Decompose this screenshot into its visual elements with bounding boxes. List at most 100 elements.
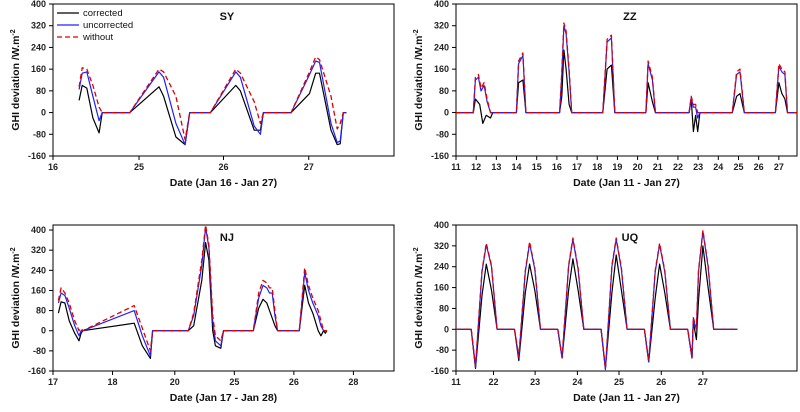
series-line-corrected (456, 245, 738, 369)
panel-zz: -160 -80 0 80 160 240 320 400 11 12 13 14 15 16 17 18 19… (413, 0, 798, 189)
y-axis-label-superscript: -2 (10, 247, 17, 253)
series-line-uncorrected (456, 230, 738, 371)
y-tick-label: 240 (31, 265, 46, 275)
y-axis-label-superscript: -2 (413, 29, 420, 35)
x-tick-label: 19 (612, 162, 622, 172)
x-tick-label: 11 (451, 377, 461, 387)
x-tick-label: 25 (733, 162, 743, 172)
y-tick-label: 320 (434, 241, 449, 251)
y-tick-label: 160 (434, 64, 449, 74)
series-line-uncorrected (57, 226, 327, 357)
y-tick-label: 80 (439, 86, 449, 96)
y-tick-label: 400 (31, 0, 46, 9)
x-tick-label: 17 (572, 162, 582, 172)
x-tick-label: 13 (491, 162, 501, 172)
series-line-without (57, 224, 327, 352)
x-tick-label: 25 (229, 377, 239, 387)
y-tick-label: -160 (28, 366, 46, 376)
y-axis-label: GHI deviation /W.m-2 (10, 29, 22, 130)
x-axis-label: Date (Jan 17 - Jan 28) (170, 392, 277, 404)
y-tick-label: 320 (434, 21, 449, 31)
panel-uq: -160 -80 0 80 160 240 320 400 11 22 23 24 25 26 27 UQ Da… (413, 220, 798, 404)
x-axis-label: Date (Jan 11 - Jan 27) (573, 392, 680, 404)
panel-title: UQ (622, 232, 639, 244)
panel-sy: -160 -80 0 80 160 240 320 400 16 25 26 27 SY Date (Ja… (10, 0, 395, 189)
x-tick-label: 14 (512, 162, 522, 172)
y-tick-label: 320 (31, 21, 46, 31)
y-tick-label: -80 (436, 345, 449, 355)
x-tick-label: 17 (48, 377, 58, 387)
panel-title: SY (220, 11, 235, 23)
y-axis-label-superscript: -2 (413, 247, 420, 253)
legend-label-corrected: corrected (83, 8, 123, 19)
x-tick-label: 15 (532, 162, 542, 172)
x-tick-label: 20 (633, 162, 643, 172)
y-tick-label: 400 (434, 220, 449, 230)
y-tick-label: 160 (434, 283, 449, 293)
x-tick-label: 26 (218, 162, 228, 172)
x-tick-label: 21 (653, 162, 663, 172)
y-tick-label: -80 (436, 129, 449, 139)
y-tick-label: 0 (41, 326, 46, 336)
panel-title: ZZ (623, 11, 637, 23)
y-tick-label: 80 (439, 303, 449, 313)
x-tick-label: 26 (754, 162, 764, 172)
y-tick-label: 240 (434, 42, 449, 52)
x-tick-label: 24 (713, 162, 723, 172)
x-tick-label: 16 (48, 162, 58, 172)
y-tick-label: 0 (41, 108, 46, 118)
y-tick-label: 240 (31, 42, 46, 52)
x-tick-label: 27 (698, 377, 708, 387)
legend-label-uncorrected: uncorrected (83, 20, 133, 31)
x-tick-label: 12 (471, 162, 481, 172)
legend-label-without: without (82, 32, 113, 43)
y-tick-label: 400 (434, 0, 449, 9)
x-tick-label: 16 (552, 162, 562, 172)
y-tick-label: 80 (36, 86, 46, 96)
y-tick-label: 160 (31, 64, 46, 74)
x-tick-label: 28 (348, 377, 358, 387)
y-tick-label: 0 (444, 324, 449, 334)
x-tick-label: 23 (693, 162, 703, 172)
x-tick-label: 22 (673, 162, 683, 172)
series-line-without (78, 56, 347, 141)
y-tick-label: -80 (33, 129, 46, 139)
x-axis-label: Date (Jan 11 - Jan 27) (573, 177, 680, 189)
y-tick-label: 160 (31, 285, 46, 295)
plot-frame (455, 3, 798, 157)
x-tick-label: 22 (489, 377, 499, 387)
y-tick-label: 400 (31, 225, 46, 235)
y-tick-label: 320 (31, 245, 46, 255)
x-tick-label: 18 (592, 162, 602, 172)
y-tick-label: -160 (431, 151, 449, 161)
x-tick-label: 26 (289, 377, 299, 387)
x-tick-label: 27 (774, 162, 784, 172)
series-line-corrected (57, 242, 328, 359)
series-line-without (456, 22, 797, 114)
x-tick-label: 23 (530, 377, 540, 387)
x-tick-label: 18 (108, 377, 118, 387)
series-line-corrected (78, 72, 347, 146)
y-axis-label: GHI deviation /W.m-2 (413, 29, 425, 130)
series-line-without (456, 229, 738, 370)
panel-nj: -160 -80 0 80 160 240 320 400 17 18 20 25 26 28 NJ Date… (10, 224, 395, 404)
panel-title: NJ (220, 232, 234, 244)
y-tick-label: -160 (28, 151, 46, 161)
x-tick-label: 27 (304, 162, 314, 172)
plot-frame (52, 224, 395, 372)
y-tick-label: 80 (36, 306, 46, 316)
series-line-uncorrected (456, 25, 797, 119)
y-tick-label: 240 (434, 262, 449, 272)
y-tick-label: 0 (444, 108, 449, 118)
x-axis-label: Date (Jan 16 - Jan 27) (170, 177, 277, 189)
x-tick-label: 20 (170, 377, 180, 387)
x-tick-label: 24 (572, 377, 582, 387)
x-tick-label: 26 (656, 377, 666, 387)
x-tick-label: 25 (134, 162, 144, 172)
series-line-uncorrected (78, 60, 347, 146)
plot-frame (455, 224, 798, 372)
series-line-corrected (456, 49, 797, 133)
x-tick-label: 25 (614, 377, 624, 387)
